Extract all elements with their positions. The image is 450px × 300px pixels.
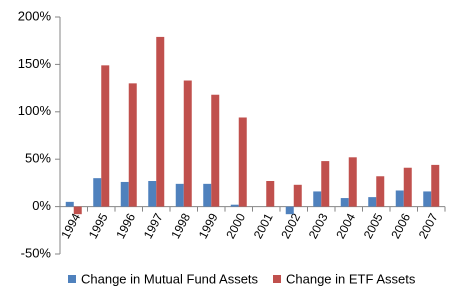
bar — [93, 178, 102, 207]
bar — [148, 181, 157, 207]
bar — [203, 183, 212, 207]
x-tick-label: 1998 — [168, 211, 193, 241]
bar — [175, 183, 184, 207]
bar — [73, 206, 82, 215]
y-tick-label: 0% — [32, 198, 51, 213]
x-tick-label: 1996 — [113, 211, 138, 241]
bar — [293, 184, 302, 207]
x-tick-label: 2002 — [278, 211, 303, 241]
x-tick-label: 2007 — [416, 211, 441, 241]
bar — [340, 198, 349, 207]
x-tick-label: 2000 — [223, 211, 248, 241]
y-tick-label: -50% — [21, 245, 52, 260]
legend-label: Change in ETF Assets — [286, 271, 416, 286]
bar — [266, 181, 275, 207]
x-tick-label: 2001 — [251, 211, 276, 241]
x-tick-label: 2005 — [361, 211, 386, 241]
legend-swatch — [68, 275, 76, 283]
bar — [321, 161, 330, 207]
y-tick-label: 200% — [18, 8, 52, 23]
bar — [313, 191, 322, 207]
bar — [183, 80, 192, 207]
x-tick-label: 1999 — [196, 211, 221, 241]
bar — [431, 164, 440, 207]
bar — [285, 206, 294, 215]
x-tick-label: 1994 — [58, 211, 83, 241]
legend-label: Change in Mutual Fund Assets — [81, 271, 259, 286]
bar — [395, 190, 404, 207]
y-tick-label: 100% — [18, 103, 52, 118]
bar — [403, 167, 412, 207]
bar — [101, 65, 110, 207]
bar — [348, 157, 357, 207]
bar — [368, 197, 377, 207]
y-tick-label: 50% — [25, 151, 51, 166]
bar — [230, 204, 239, 207]
bar — [423, 191, 432, 207]
bar — [156, 36, 165, 207]
x-tick-label: 2004 — [333, 211, 358, 241]
y-tick-label: 150% — [18, 56, 52, 71]
bar — [128, 83, 137, 207]
bar — [238, 117, 247, 207]
bar — [120, 181, 129, 207]
x-tick-label: 2006 — [388, 211, 413, 241]
bar — [376, 176, 385, 207]
x-tick-label: 1995 — [86, 211, 111, 241]
x-tick-label: 1997 — [141, 211, 166, 241]
x-tick-label: 2003 — [306, 211, 331, 241]
bar — [65, 201, 74, 207]
legend-swatch — [273, 275, 281, 283]
bar — [211, 94, 220, 207]
